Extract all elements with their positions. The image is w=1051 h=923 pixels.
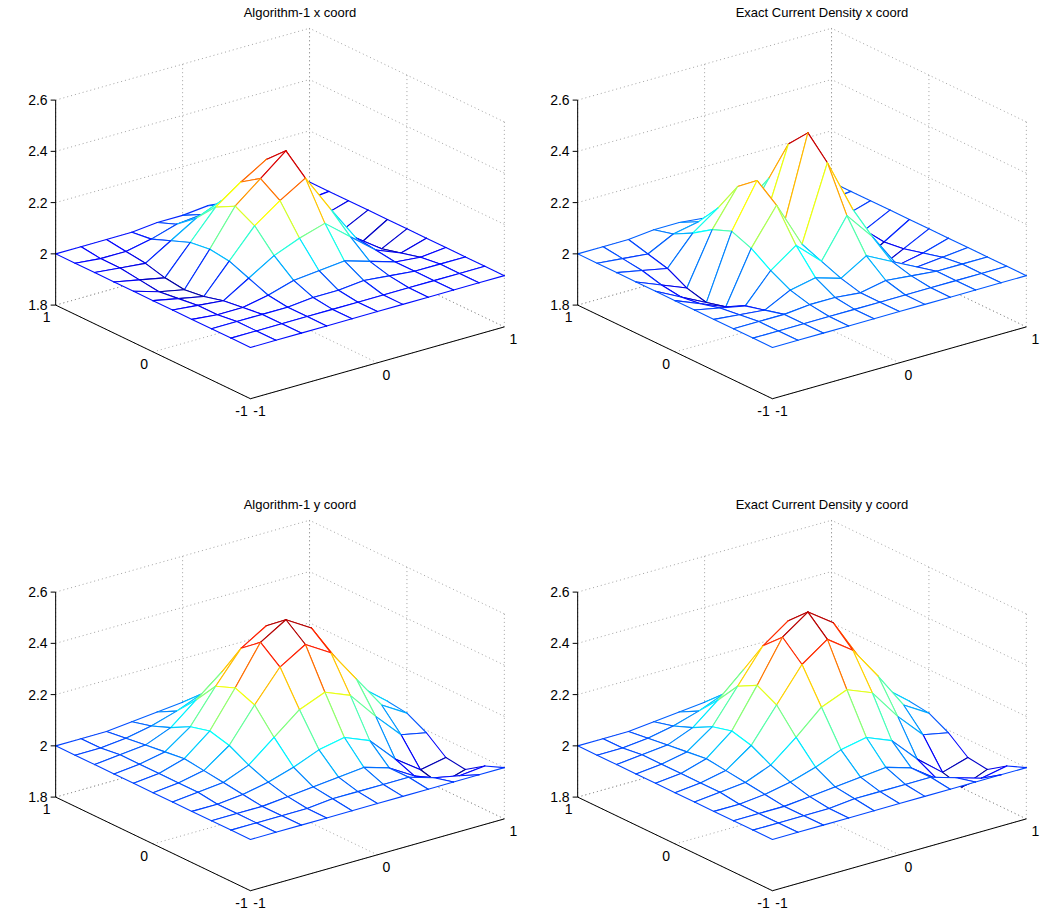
svg-text:1: 1 <box>565 801 573 817</box>
svg-text:1: 1 <box>509 331 517 347</box>
svg-text:1: 1 <box>1031 331 1039 347</box>
svg-text:1.8: 1.8 <box>28 297 48 314</box>
svg-text:2.6: 2.6 <box>550 92 570 108</box>
svg-text:-1: -1 <box>775 403 788 419</box>
svg-text:0: 0 <box>383 859 391 875</box>
svg-text:2.4: 2.4 <box>28 143 48 159</box>
svg-text:0: 0 <box>905 859 913 875</box>
svg-text:0: 0 <box>662 848 670 864</box>
svg-text:2.4: 2.4 <box>550 143 570 159</box>
svg-text:2: 2 <box>562 246 570 262</box>
svg-text:1.8: 1.8 <box>28 789 48 806</box>
svg-text:2.2: 2.2 <box>550 195 570 211</box>
svg-text:1: 1 <box>1031 823 1039 839</box>
svg-text:1: 1 <box>509 823 517 839</box>
svg-text:1.8: 1.8 <box>550 297 570 314</box>
svg-text:1: 1 <box>565 309 573 325</box>
svg-text:2.4: 2.4 <box>550 635 570 651</box>
svg-text:2.2: 2.2 <box>28 687 48 703</box>
svg-text:Algorithm-1 y coord: Algorithm-1 y coord <box>244 497 357 512</box>
svg-text:0: 0 <box>383 367 391 383</box>
svg-text:-1: -1 <box>775 895 788 911</box>
svg-text:-1: -1 <box>757 403 770 419</box>
svg-text:0: 0 <box>140 356 148 372</box>
svg-text:Exact Current Density x coord: Exact Current Density x coord <box>736 5 909 20</box>
svg-text:-1: -1 <box>757 895 770 911</box>
svg-text:2.6: 2.6 <box>28 92 48 108</box>
svg-text:2.6: 2.6 <box>28 584 48 600</box>
svg-text:-1: -1 <box>253 895 266 911</box>
svg-text:2.6: 2.6 <box>550 584 570 600</box>
svg-text:2.4: 2.4 <box>28 635 48 651</box>
svg-text:0: 0 <box>905 367 913 383</box>
svg-text:-1: -1 <box>235 895 248 911</box>
svg-text:-1: -1 <box>235 403 248 419</box>
svg-text:2: 2 <box>562 738 570 754</box>
svg-text:1: 1 <box>43 309 51 325</box>
svg-text:2.2: 2.2 <box>28 195 48 211</box>
svg-text:Exact Current Density y coord: Exact Current Density y coord <box>736 497 909 512</box>
svg-text:1: 1 <box>43 801 51 817</box>
svg-text:Algorithm-1 x coord: Algorithm-1 x coord <box>244 5 357 20</box>
svg-text:2: 2 <box>40 246 48 262</box>
svg-text:0: 0 <box>140 848 148 864</box>
svg-text:0: 0 <box>662 356 670 372</box>
svg-text:1.8: 1.8 <box>550 789 570 806</box>
svg-text:2: 2 <box>40 738 48 754</box>
svg-text:2.2: 2.2 <box>550 687 570 703</box>
svg-text:-1: -1 <box>253 403 266 419</box>
